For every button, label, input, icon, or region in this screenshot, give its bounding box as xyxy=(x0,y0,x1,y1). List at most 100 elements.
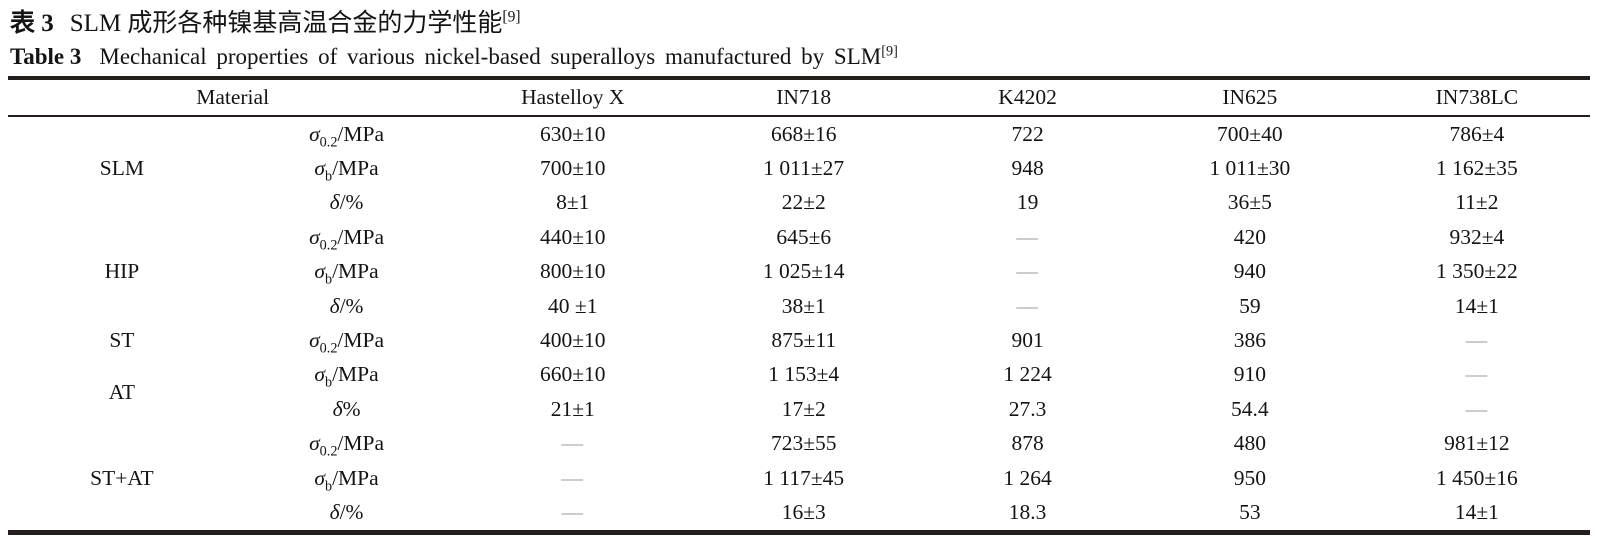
table-row: HIP σ0.2/MPa 440±10 645±6 — 420 932±4 xyxy=(8,220,1590,283)
property-label: σ0.2/MPa xyxy=(236,323,457,357)
table-row: σb/MPa — 1 117±45 1 264 950 1 450±16 xyxy=(8,461,1590,495)
table-row: δ/% 8±1 22±2 19 36±5 11±2 xyxy=(8,186,1590,220)
table-row: δ/% 40 ±1 38±1 — 59 14±1 xyxy=(8,289,1590,323)
value-cell: — xyxy=(561,465,584,490)
value-cell: 1 450±16 xyxy=(1436,465,1518,490)
property-label: σb/MPa xyxy=(236,255,457,289)
caption-en-label: Table 3 xyxy=(10,44,82,69)
property-subscript: 0.2 xyxy=(319,443,338,460)
delta-symbol: δ xyxy=(329,190,340,215)
property-subscript: 0.2 xyxy=(319,237,338,254)
value-cell: 21±1 xyxy=(550,396,595,421)
value-cell: — xyxy=(1016,259,1039,284)
table-row: AT σb/MPa 660±10 1 153±4 1 224 910 — xyxy=(8,358,1590,403)
sigma-symbol: σ xyxy=(314,156,325,181)
property-label: σ0.2/MPa xyxy=(236,220,457,254)
value-cell: 480 xyxy=(1233,431,1266,456)
value-cell: 948 xyxy=(1011,156,1044,181)
value-cell: 645±6 xyxy=(776,224,832,249)
value-cell: 53 xyxy=(1239,499,1261,524)
value-cell: 786±4 xyxy=(1449,121,1505,146)
value-cell: — xyxy=(561,499,584,524)
caption-en: Table 3 Mechanical properties of various … xyxy=(0,41,1600,72)
value-cell: — xyxy=(1465,362,1489,387)
sigma-symbol: σ xyxy=(309,121,320,146)
property-label: σb/MPa xyxy=(236,151,457,185)
value-cell: 878 xyxy=(1011,431,1044,456)
property-subscript: b xyxy=(324,168,333,185)
value-cell: 19 xyxy=(1016,190,1039,215)
property-label: δ/% xyxy=(236,495,457,532)
group-label-st-at: ST+AT xyxy=(90,465,154,490)
value-cell: 386 xyxy=(1233,328,1266,353)
value-cell: — xyxy=(1465,396,1489,421)
property-label: δ/% xyxy=(236,289,457,323)
caption-zh: 表 3 SLM 成形各种镍基高温合金的力学性能[9] xyxy=(0,6,1600,41)
table-row: δ/% — 16±3 18.3 53 14±1 xyxy=(8,495,1590,532)
value-cell: 8±1 xyxy=(556,190,590,215)
sigma-symbol: σ xyxy=(309,328,320,353)
value-cell: 630±10 xyxy=(539,121,606,146)
property-label: σ0.2/MPa xyxy=(236,427,457,461)
value-cell: 16±3 xyxy=(781,499,826,524)
property-unit: /MPa xyxy=(332,465,379,490)
property-subscript: b xyxy=(324,271,333,288)
value-cell: 14±1 xyxy=(1454,293,1499,318)
group-label-hip: HIP xyxy=(104,259,140,284)
table-row: δ% 21±1 17±2 27.3 54.4 — xyxy=(8,392,1590,426)
value-cell: 875±11 xyxy=(771,328,837,353)
property-subscript: b xyxy=(324,374,333,391)
property-unit: /% xyxy=(339,190,364,215)
property-label: σb/MPa xyxy=(236,461,457,495)
delta-symbol: δ xyxy=(332,396,343,421)
group-label-st: ST xyxy=(109,328,135,353)
property-unit: % xyxy=(342,396,361,421)
value-cell: 22±2 xyxy=(781,190,826,215)
value-cell: — xyxy=(1465,328,1489,353)
value-cell: 668±16 xyxy=(770,121,837,146)
sigma-symbol: σ xyxy=(309,431,320,456)
value-cell: 17±2 xyxy=(781,396,826,421)
caption-zh-label: 表 3 xyxy=(10,10,54,37)
header-row: Material Hastelloy X IN718 K4202 IN625 I… xyxy=(8,78,1590,117)
table-row: ST σ0.2/MPa 400±10 875±11 901 386 — xyxy=(8,323,1590,357)
value-cell: 14±1 xyxy=(1454,499,1499,524)
value-cell: 420 xyxy=(1233,224,1266,249)
value-cell: 11±2 xyxy=(1455,190,1499,215)
delta-symbol: δ xyxy=(329,499,340,524)
value-cell: 800±10 xyxy=(539,259,606,284)
value-cell: 18.3 xyxy=(1008,499,1047,524)
sigma-symbol: σ xyxy=(314,465,325,490)
value-cell: 950 xyxy=(1233,465,1266,490)
value-cell: 1 117±45 xyxy=(763,465,845,490)
value-cell: 38±1 xyxy=(781,293,826,318)
property-subscript: b xyxy=(324,477,333,494)
property-label: δ% xyxy=(236,392,457,426)
sigma-symbol: σ xyxy=(314,362,325,387)
property-label: δ/% xyxy=(236,186,457,220)
property-unit: /MPa xyxy=(337,224,384,249)
value-cell: 59 xyxy=(1239,293,1261,318)
material-header: Material xyxy=(8,78,458,117)
table-row: σb/MPa 700±10 1 011±27 948 1 011±30 1 16… xyxy=(8,151,1590,185)
group-label-at: AT xyxy=(108,379,136,404)
property-subscript: 0.2 xyxy=(319,340,338,357)
value-cell: — xyxy=(1016,224,1039,249)
property-unit: /MPa xyxy=(337,328,384,353)
property-label: σb/MPa xyxy=(236,358,457,392)
value-cell: 1 011±30 xyxy=(1209,156,1291,181)
value-cell: 910 xyxy=(1233,362,1266,387)
table-row: ST+AT σ0.2/MPa — 723±55 878 480 981±12 xyxy=(8,427,1590,489)
value-cell: 1 162±35 xyxy=(1436,156,1518,181)
value-cell: — xyxy=(561,431,584,456)
table-row: σb/MPa 800±10 1 025±14 — 940 1 350±22 xyxy=(8,255,1590,289)
value-cell: 27.3 xyxy=(1008,396,1047,421)
value-cell: 700±40 xyxy=(1217,121,1283,146)
value-cell: 40 ±1 xyxy=(548,293,598,318)
value-cell: 660±10 xyxy=(539,362,606,387)
group-label-slm: SLM xyxy=(99,156,144,181)
value-cell: 1 011±27 xyxy=(763,156,845,181)
caption-en-ref: [9] xyxy=(881,43,898,60)
value-cell: 901 xyxy=(1011,328,1044,353)
